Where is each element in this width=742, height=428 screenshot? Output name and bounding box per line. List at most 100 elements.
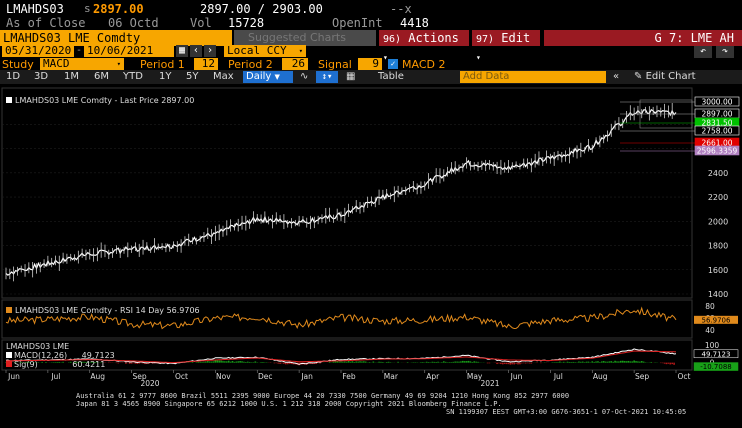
price-prefix: s (84, 2, 91, 15)
range-3d[interactable]: 3D (34, 71, 49, 82)
price-tick-label: 2400 (708, 169, 728, 178)
price-panel (1, 87, 693, 299)
range-ytd[interactable]: YTD (123, 71, 143, 82)
rsi-axis-ticks: 80604056.9706 (694, 302, 738, 335)
frequency-select[interactable]: Daily ▼ (243, 71, 293, 83)
calendar-icon[interactable]: ▦ (176, 45, 188, 57)
edit-label: Edit (501, 31, 531, 45)
macd-series-line (5, 348, 677, 365)
range-5y[interactable]: 5Y (186, 71, 199, 82)
currency-select[interactable]: Local CCY ▾ (224, 45, 306, 57)
period2-label: Period 2 (228, 58, 273, 71)
rsi-tick-label: 80 (705, 302, 715, 311)
security-field[interactable]: LMAHDS03 LME Comdty (0, 30, 232, 46)
price-tag-label: 2758.00 (701, 127, 732, 136)
candle-chart-icon[interactable]: ↕▾ (316, 71, 338, 83)
legend-swatch-red (6, 361, 12, 367)
bid-ask: 2897.00 / 2903.00 (200, 2, 323, 16)
x-month-label: Feb (342, 372, 356, 381)
currency-value: Local CCY (227, 44, 287, 57)
period1-label: Period 1 (140, 58, 185, 71)
footer-session: SN 1199307 EEST GMT+3:00 G676-3651-1 07-… (446, 408, 687, 416)
price-tag-box (694, 125, 740, 136)
menu-bar: LMAHDS03 LME Comdty Suggested Charts 96)… (0, 30, 742, 62)
macd-panel (1, 339, 693, 371)
frequency-value: Daily (246, 71, 272, 82)
table-button[interactable]: Table (378, 71, 404, 82)
ticker-symbol: LMAHDS03 (6, 2, 64, 16)
legend-swatch-white (6, 97, 12, 103)
suggested-charts-label: Suggested Charts (248, 31, 346, 44)
caret-down-icon: ▾ (298, 47, 303, 55)
macd-tag-box (693, 349, 739, 359)
x-month-label: Jun (7, 372, 20, 381)
volume-label: Vol (190, 16, 212, 30)
actions-code: 96) (383, 34, 402, 45)
caret-down-icon: ▾ (116, 60, 121, 68)
suggested-charts-button[interactable]: Suggested Charts (234, 30, 376, 46)
macd-tick-label: 100 (705, 341, 720, 350)
price-tick-label: 1400 (708, 290, 728, 299)
edit-chart-button[interactable]: ✎ Edit Chart (634, 70, 696, 84)
actions-menu[interactable]: 96) Actions ▾ (379, 30, 469, 62)
redo-icon[interactable]: ↷ (716, 46, 734, 58)
price-tag-box (694, 96, 740, 107)
as-of-date: 06 Octd (108, 16, 159, 30)
price-tag-label: 2596.3359 (697, 147, 738, 156)
period2-input[interactable]: 26 (282, 58, 308, 70)
x-month-label: Apr (426, 372, 440, 381)
range-1m[interactable]: 1M (64, 71, 79, 82)
rsi-tick-label: 40 (705, 326, 715, 335)
range-1d[interactable]: 1D (6, 71, 21, 82)
chart-id: G 7: LME AH (544, 30, 742, 46)
signal-label: Signal (318, 58, 352, 71)
add-data-input[interactable]: Add Data (460, 71, 606, 83)
range-6m[interactable]: 6M (94, 71, 109, 82)
last-price: 2897.00 (93, 2, 144, 16)
start-date-input[interactable]: 05/31/2020 (2, 45, 74, 57)
chevron-right-icon[interactable]: › (204, 45, 216, 57)
rsi-panel (1, 299, 693, 339)
signal-input[interactable]: 9 (358, 58, 382, 70)
price-legend: LMAHDS03 LME Comdty - Last Price 2897.00 (6, 96, 194, 105)
chevron-left-icon[interactable]: ‹ (190, 45, 202, 57)
range-max[interactable]: Max (213, 71, 234, 82)
collapse-icon[interactable]: « (613, 71, 620, 82)
sig-legend-value: 60.4211 (72, 360, 106, 369)
macd2-label: MACD 2 (402, 58, 446, 71)
openint-value: 4418 (400, 16, 429, 30)
range-1y[interactable]: 1Y (159, 71, 172, 82)
rsi-tag-label: 56.9706 (702, 316, 731, 324)
actions-label: Actions (408, 31, 459, 45)
macd-legend-text: MACD(12,26) (14, 351, 68, 360)
period1-input[interactable]: 12 (194, 58, 218, 70)
edit-chart-label: Edit Chart (645, 71, 696, 82)
legend-swatch-orange (6, 307, 12, 313)
price-tag-box (694, 145, 740, 156)
table-icon[interactable]: ▦ (346, 71, 356, 82)
chart-area[interactable]: 28002600240022002000180016001400 3000.00… (0, 86, 742, 386)
macd2-checkbox[interactable]: ✓ (388, 59, 398, 69)
date-separator: - (76, 45, 83, 56)
change-indicator: --x (390, 2, 412, 16)
line-chart-icon[interactable]: ∿ (300, 71, 309, 82)
x-year-label: 2021 (480, 379, 499, 386)
price-tag-label: 2661.00 (701, 139, 732, 148)
chart-toolbar: 1D 3D 1M 6M YTD 1Y 5Y Max Daily ▼ ∿ ↕▾ ▦… (0, 70, 742, 84)
edit-code: 97) (476, 34, 495, 45)
rsi-legend: LMAHDS03 LME Comdty - RSI 14 Day 56.9706 (6, 306, 200, 315)
footer-contacts: Australia 61 2 9777 8600 Brazil 5511 239… (76, 392, 570, 400)
price-tick-label: 2000 (708, 217, 728, 226)
price-tick-label: 1800 (708, 242, 728, 251)
x-month-label: Nov (216, 372, 231, 381)
study-value: MACD (43, 57, 70, 70)
study-select[interactable]: MACD ▾ (40, 58, 124, 70)
x-month-label: Aug (593, 372, 608, 381)
x-month-label: Jan (300, 372, 313, 381)
undo-icon[interactable]: ↶ (694, 46, 712, 58)
price-ohlc-bars (5, 102, 673, 282)
sig-legend: Sig(9) 60.4211 (6, 360, 105, 369)
end-date-input[interactable]: 10/06/2021 (84, 45, 174, 57)
edit-menu[interactable]: 97) Edit ▾ (472, 30, 540, 62)
